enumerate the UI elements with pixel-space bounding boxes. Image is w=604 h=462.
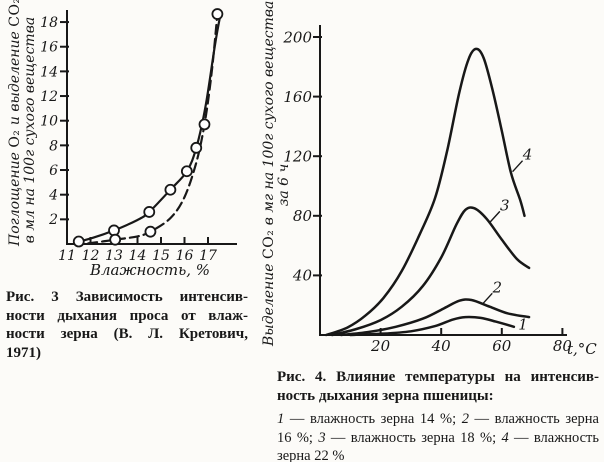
x-tick-label: 17 [199, 248, 217, 264]
curve-2 [339, 298, 531, 337]
fig4-plot: 20 40 60 80 40 80 120 160 200 1 2 3 4 [282, 25, 573, 355]
legend-line: 16 %; 3 — влажность зерна 18 %; 4 — влаж… [277, 429, 599, 448]
o2-formula: O₂ [7, 129, 23, 148]
legend-curve-number: 3 [318, 429, 326, 446]
fig4-y-axis-label: Выделение CO₂ в мг на 100г сухого вещест… [261, 1, 292, 346]
x-tick-label: 80 [553, 337, 573, 355]
fig3-y-axis-label-line2: в мл на 100г сухого вещества [22, 16, 38, 244]
y-tick-label: 160 [283, 88, 312, 106]
fig4-x-axis-label: t,°C [567, 340, 597, 358]
y-tick-label: 12 [40, 89, 58, 105]
caption-line: ности дыхания проса от влаж- [6, 307, 248, 324]
co2-formula: CO₂ [7, 0, 23, 27]
data-point-marker [144, 225, 157, 238]
fig3-caption: Рис. 3 Зависимость интенсив- ности дыхан… [6, 288, 248, 362]
co2-formula: CO₂ [261, 229, 277, 259]
fig3-y-axis-label: Поглощение O₂ и выделение CO₂ в мл на 10… [7, 0, 38, 246]
fig4-caption-heading: Рис. 4. Влияние температуры на интенсив-… [277, 368, 599, 405]
y-label-text: и выделение [7, 26, 23, 130]
data-point-marker [143, 206, 156, 218]
legend-line: зерна 22 % [277, 447, 599, 462]
caption-line: Рис. 3 Зависимость интенсив- [6, 289, 248, 305]
data-point-marker [180, 165, 193, 178]
y-tick-label: 14 [40, 64, 58, 80]
x-tick-label: 13 [105, 248, 123, 264]
legend-text: зерна 22 % [277, 448, 345, 462]
data-point-marker [211, 8, 224, 20]
caption-line: ности зерна (В. Л. Кретович, [6, 326, 248, 342]
y-tick-label: 10 [40, 114, 58, 130]
label-leader-line [489, 210, 501, 223]
legend-text: — влажность зерна [468, 411, 599, 427]
curve-number-label: 4 [522, 146, 533, 164]
data-point-marker [109, 233, 122, 246]
y-label-text: Поглощение [7, 147, 23, 246]
y-tick-label: 120 [283, 147, 312, 165]
fig4-caption: Рис. 4. Влияние температуры на интенсив-… [277, 368, 599, 462]
legend-line: 1 — влажность зерна 14 %; 2 — влажность … [277, 410, 599, 429]
data-point-marker [72, 235, 85, 248]
data-point-marker [198, 118, 211, 131]
caption-line: Рис. 4. Влияние температуры на интенсив- [277, 369, 599, 385]
y-tick-label: 80 [293, 207, 313, 225]
y-tick-label: 2 [48, 212, 58, 228]
fig4-y-axis-label-line2: за 6 ч [276, 163, 292, 207]
curve-number-label: 3 [500, 196, 510, 214]
y-label-text: в мг на 100г сухого вещества [261, 0, 277, 230]
data-point-marker [190, 141, 203, 154]
data-point-marker [164, 183, 177, 196]
curve-number-label: 1 [518, 316, 528, 334]
legend-curve-number: 4 [501, 429, 509, 446]
y-tick-label: 40 [292, 267, 313, 285]
fig3-y-axis-label-line1: Поглощение O₂ и выделение CO₂ [7, 0, 23, 246]
y-tick-label: 6 [49, 163, 58, 179]
legend-text: — влажность зерна 14 %; [284, 411, 462, 427]
y-label-text: Выделение [261, 258, 277, 346]
legend-curve-number: 2 [461, 411, 469, 427]
label-leader-line [481, 292, 493, 305]
x-tick-label: 40 [431, 337, 452, 355]
legend-curve-number: 1 [277, 411, 285, 427]
curve-3 [330, 206, 531, 337]
x-tick-label: 15 [152, 248, 170, 264]
x-tick-label: 12 [82, 248, 100, 264]
legend-text: — влажность [508, 429, 599, 446]
caption-line: 1971) [6, 344, 41, 361]
legend-text: — влажность зерна 18 %; [325, 429, 502, 446]
fig4-y-axis-label-line1: Выделение CO₂ в мг на 100г сухого вещест… [261, 1, 277, 346]
x-tick-label: 16 [176, 248, 194, 264]
y-tick-label: 200 [282, 28, 312, 46]
fig4-legend: 1 — влажность зерна 14 %; 2 — влажность … [277, 410, 599, 462]
fig3-x-axis-label: Влажность, % [89, 261, 211, 279]
axis [319, 25, 567, 336]
label-leader-line [512, 160, 524, 173]
curve-1 [349, 315, 516, 337]
caption-line: ность дыхания зерна пшеницы: [277, 387, 494, 404]
curve-number-label: 2 [491, 278, 502, 296]
y-tick-label: 16 [40, 40, 58, 56]
curve-4 [324, 47, 526, 337]
x-tick-label: 11 [58, 248, 76, 264]
y-tick-label: 8 [49, 138, 58, 154]
fig3-plot: 11 12 13 14 15 16 17 2 4 6 8 10 12 14 16 18 [40, 8, 237, 264]
x-tick-label: 20 [370, 337, 391, 355]
legend-text: 16 %; [277, 429, 319, 446]
y-tick-label: 4 [48, 188, 58, 204]
x-tick-label: 14 [129, 248, 147, 264]
curve-dashed [87, 12, 219, 245]
y-tick-label: 18 [40, 15, 58, 31]
x-tick-label: 60 [492, 337, 512, 355]
